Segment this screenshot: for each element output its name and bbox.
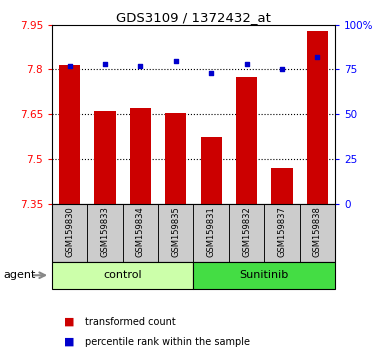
- Text: ■: ■: [64, 317, 74, 327]
- Text: agent: agent: [4, 270, 36, 280]
- Bar: [306, 31, 328, 204]
- Bar: [87, 204, 123, 262]
- Point: [67, 63, 73, 69]
- Text: GSM159837: GSM159837: [277, 206, 286, 257]
- Bar: [158, 204, 193, 262]
- Point: [173, 58, 179, 63]
- Title: GDS3109 / 1372432_at: GDS3109 / 1372432_at: [116, 11, 271, 24]
- Text: percentile rank within the sample: percentile rank within the sample: [85, 337, 250, 347]
- Bar: [264, 204, 300, 262]
- Point: [102, 61, 108, 67]
- Point: [314, 54, 320, 60]
- Bar: [229, 204, 264, 262]
- Bar: [94, 111, 116, 204]
- Bar: [271, 168, 293, 204]
- Text: Sunitinib: Sunitinib: [239, 270, 289, 280]
- Point: [208, 70, 214, 76]
- Bar: [52, 204, 87, 262]
- Text: control: control: [104, 270, 142, 280]
- Bar: [193, 262, 335, 289]
- Text: GSM159833: GSM159833: [100, 206, 110, 257]
- Bar: [52, 262, 193, 289]
- Bar: [193, 204, 229, 262]
- Text: GSM159832: GSM159832: [242, 206, 251, 257]
- Bar: [165, 113, 186, 204]
- Bar: [130, 108, 151, 204]
- Text: GSM159830: GSM159830: [65, 206, 74, 257]
- Text: GSM159838: GSM159838: [313, 206, 322, 257]
- Bar: [201, 137, 222, 204]
- Text: transformed count: transformed count: [85, 317, 176, 327]
- Text: GSM159834: GSM159834: [136, 206, 145, 257]
- Point: [137, 63, 144, 69]
- Bar: [59, 65, 80, 204]
- Text: ■: ■: [64, 337, 74, 347]
- Text: GSM159831: GSM159831: [207, 206, 216, 257]
- Text: GSM159835: GSM159835: [171, 206, 180, 257]
- Bar: [300, 204, 335, 262]
- Bar: [123, 204, 158, 262]
- Bar: [236, 77, 257, 204]
- Point: [279, 67, 285, 72]
- Point: [243, 61, 249, 67]
